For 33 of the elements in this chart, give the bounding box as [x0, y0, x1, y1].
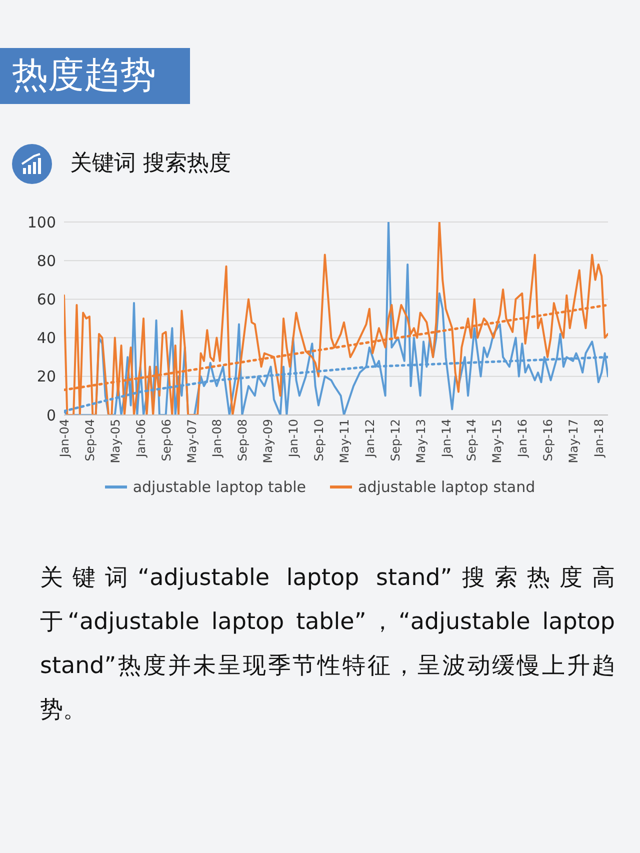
text: 关键词“adjustable laptop stand”搜索热度高于“adjustable laptop table”，“adjustable laptop stand”热度并未呈现季节性特征，呈波动缓慢上升趋势。 — [40, 564, 615, 725]
x-tick-label: Jan-10 — [286, 419, 301, 458]
chart-title: 热度趋势 — [0, 48, 190, 104]
y-tick-label: 60 — [36, 290, 56, 309]
y-tick-label: 20 — [36, 368, 56, 386]
x-tick-label: Sep-12 — [388, 419, 402, 462]
x-tick-label: May-05 — [108, 419, 122, 464]
x-tick-label: Sep-06 — [159, 419, 174, 462]
y-tick-label: 100 — [27, 213, 56, 232]
x-tick-label: Jan-12 — [362, 419, 377, 458]
x-tick-label: Sep-10 — [312, 419, 326, 462]
chart-subtitle: 关键词 搜索热度 — [70, 150, 231, 178]
x-tick-label: Jan-14 — [439, 419, 454, 458]
y-tick-label: 80 — [36, 252, 56, 270]
x-tick-label: May-11 — [337, 419, 352, 464]
x-tick-label: Jan-18 — [592, 419, 606, 458]
x-tick-label: May-07 — [184, 419, 199, 464]
x-tick-label: Jan-04 — [58, 419, 72, 458]
x-tick-label: Jan-06 — [134, 419, 148, 458]
x-tick-label: Jan-08 — [210, 419, 224, 458]
x-tick-label: Sep-16 — [541, 419, 556, 462]
x-tick-label: May-15 — [490, 419, 504, 464]
x-tick-label: Sep-14 — [464, 419, 479, 462]
legend-label: adjustable laptop stand — [357, 478, 536, 496]
x-tick-label: May-17 — [566, 419, 581, 464]
x-tick-label: Sep-04 — [82, 419, 97, 462]
x-tick-label: May-09 — [261, 419, 276, 464]
x-tick-label: May-13 — [414, 419, 428, 464]
y-tick-label: 40 — [36, 329, 56, 348]
x-tick-label: Sep-08 — [236, 419, 250, 462]
y-tick-label: 0 — [46, 406, 56, 424]
x-tick-label: Jan-16 — [516, 419, 530, 458]
legend-label: adjustable laptop table — [132, 478, 306, 496]
